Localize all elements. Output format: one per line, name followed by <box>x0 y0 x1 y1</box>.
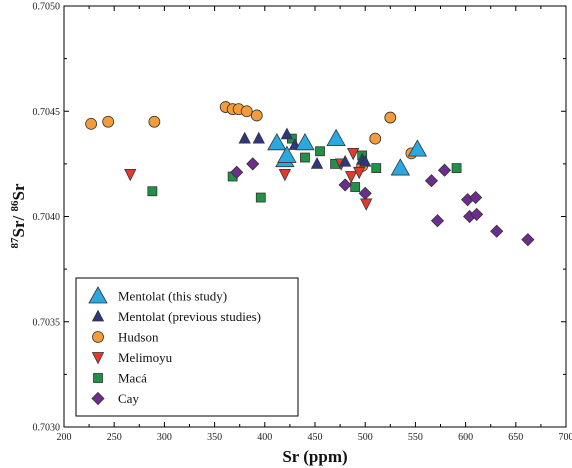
point-cay <box>338 178 352 192</box>
point-mac <box>255 192 266 203</box>
legend-marker-mentolat-this-study <box>88 286 108 304</box>
point-mac <box>315 146 325 157</box>
point-cay <box>358 186 372 200</box>
point-hudson <box>240 105 253 118</box>
point-hudson <box>85 117 98 130</box>
legend-items: Mentolat (this study) Mentolat (previous … <box>88 286 261 406</box>
x-tick-label: 250 <box>107 432 122 443</box>
y-axis-title: 87Sr/ 86Sr <box>9 183 28 248</box>
x-tick-label: 350 <box>207 432 222 443</box>
legend-marker-hudson <box>92 331 104 343</box>
point-mentolat-this-study <box>295 133 315 151</box>
legend-label-mac: Macá <box>118 371 147 386</box>
point-mac <box>371 163 382 173</box>
point-melimoyu <box>344 171 358 184</box>
point-cay <box>437 163 452 177</box>
y-tick-label: 0.7030 <box>33 423 61 434</box>
point-mentolat-this-study <box>326 128 346 147</box>
point-cay <box>424 174 439 188</box>
point-cay <box>490 224 504 238</box>
x-tick-label: 300 <box>157 432 172 443</box>
point-mentolat-previous-studies <box>252 131 265 144</box>
point-mentolat-previous-studies <box>280 127 294 140</box>
point-mac <box>350 182 361 192</box>
point-mentolat-previous-studies <box>238 131 251 144</box>
y-axis-ticks: 0.7030 0.7035 0.7040 0.7045 0.7050 <box>33 2 566 434</box>
y-axis-title-main2: Sr <box>9 183 28 200</box>
point-mac <box>147 186 158 197</box>
point-mentolat-previous-studies <box>310 157 324 169</box>
x-axis-title: Sr (ppm) <box>282 447 347 466</box>
legend-label-hudson: Hudson <box>118 330 159 345</box>
point-mentolat-this-study <box>267 133 287 151</box>
legend-label-mentolat-this-study: Mentolat (this study) <box>118 289 227 304</box>
point-cay <box>469 190 483 205</box>
point-melimoyu <box>353 166 366 180</box>
point-hudson <box>384 111 397 124</box>
point-mentolat-this-study <box>390 158 411 176</box>
x-tick-label: 700 <box>559 432 572 443</box>
y-axis-title-main1: Sr/ <box>9 212 28 238</box>
y-tick-label: 0.7040 <box>33 212 61 223</box>
point-melimoyu <box>347 147 360 161</box>
point-mac <box>451 163 462 173</box>
point-cay <box>246 157 260 171</box>
y-tick-label: 0.7050 <box>33 2 61 13</box>
x-tick-label: 600 <box>458 432 473 443</box>
y-axis-title-sup2: 86 <box>9 200 21 212</box>
x-tick-label: 500 <box>358 432 373 443</box>
point-mentolat-this-study <box>277 145 297 163</box>
legend-label-melimoyu: Melimoyu <box>118 350 173 365</box>
x-tick-label: 450 <box>308 432 323 443</box>
point-melimoyu <box>278 168 292 182</box>
point-hudson <box>148 115 161 128</box>
point-mentolat-previous-studies <box>338 154 352 167</box>
y-tick-label: 0.7035 <box>33 317 61 328</box>
point-melimoyu <box>124 168 137 182</box>
legend: Mentolat (this study) Mentolat (previous … <box>75 277 299 417</box>
legend-marker-mac <box>93 373 103 383</box>
point-hudson <box>250 109 263 122</box>
legend-marker-mentolat-previous-studies <box>91 309 105 322</box>
legend-box <box>75 277 299 417</box>
x-tick-label: 650 <box>508 432 523 443</box>
x-axis-ticks: 200 250 300 350 400 450 500 550 600 650 700 <box>57 6 572 443</box>
point-cay <box>230 165 244 179</box>
point-mac <box>300 152 310 163</box>
legend-marker-cay <box>91 391 105 406</box>
x-tick-label: 550 <box>408 432 423 443</box>
point-hudson <box>369 132 382 145</box>
legend-label-cay: Cay <box>118 391 139 406</box>
point-cay <box>470 207 484 221</box>
point-cay <box>521 233 535 247</box>
y-tick-label: 0.7045 <box>33 107 61 118</box>
x-tick-label: 200 <box>57 432 72 443</box>
x-tick-label: 400 <box>257 432 272 443</box>
legend-marker-melimoyu <box>91 352 105 365</box>
y-axis-title-sup1: 87 <box>9 237 21 249</box>
point-hudson <box>102 115 115 128</box>
point-cay <box>430 214 445 228</box>
legend-label-mentolat-previous-studies: Mentolat (previous studies) <box>118 309 261 324</box>
point-mentolat-this-study <box>407 139 428 157</box>
data-points <box>85 101 535 247</box>
point-mentolat-previous-studies <box>359 154 372 167</box>
